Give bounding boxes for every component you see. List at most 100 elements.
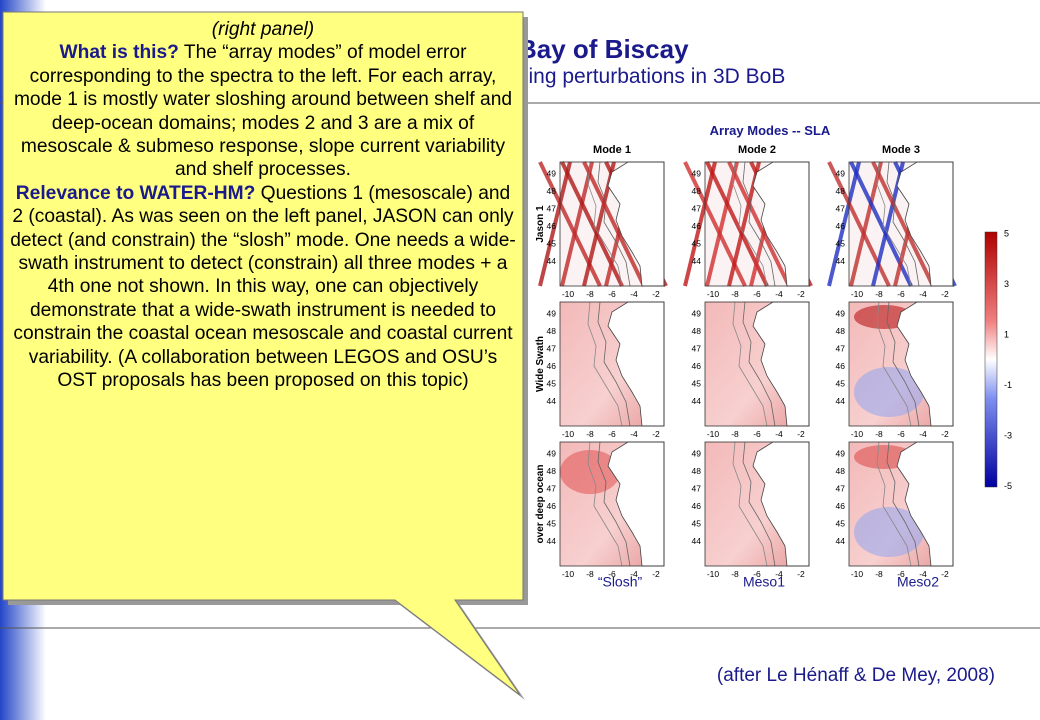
x-tick-label: -8 [586, 569, 594, 579]
y-tick-label: 45 [692, 238, 702, 248]
x-tick-label: -4 [919, 289, 927, 299]
map-panel: 49 48 47 46 45 44 -10 -8 -6 -4 -2 [827, 161, 957, 299]
column-caption: Meso2 [897, 574, 939, 590]
y-tick-label: 47 [836, 483, 846, 493]
map-frame [704, 301, 810, 427]
satellite-track [582, 161, 646, 287]
isobath [732, 161, 768, 287]
y-tick-label: 44 [547, 256, 557, 266]
satellite-track [683, 161, 717, 287]
x-tick-label: -8 [731, 569, 739, 579]
column-title: Mode 2 [738, 144, 776, 156]
x-tick-label: -8 [875, 429, 883, 439]
isobath [876, 161, 912, 287]
isobath [886, 301, 920, 427]
x-tick-label: -4 [630, 569, 638, 579]
y-tick-label: 46 [836, 501, 846, 511]
y-tick-label: 44 [547, 536, 557, 546]
y-tick-label: 44 [692, 256, 702, 266]
x-tick-label: -6 [608, 569, 616, 579]
x-tick-label: -6 [753, 289, 761, 299]
colorbar-tick-label: 5 [1004, 228, 1009, 238]
column-title: Mode 1 [593, 144, 631, 156]
x-tick-label: -6 [897, 429, 905, 439]
x-tick-label: -2 [941, 569, 949, 579]
y-tick-label: 47 [692, 343, 702, 353]
satellite-track [538, 161, 572, 287]
satellite-track [871, 161, 935, 287]
y-tick-label: 46 [692, 221, 702, 231]
map-panel: 49 48 47 46 45 44 -10 -8 -6 -4 -2 [547, 441, 665, 579]
y-tick-label: 47 [547, 203, 557, 213]
x-tick-label: -4 [630, 289, 638, 299]
callout [2, 11, 524, 696]
x-tick-label: -4 [919, 569, 927, 579]
y-tick-label: 47 [692, 203, 702, 213]
isobath [587, 441, 623, 567]
y-tick-label: 49 [692, 448, 702, 458]
x-tick-label: -4 [630, 429, 638, 439]
y-tick-label: 47 [692, 483, 702, 493]
x-tick-label: -10 [707, 569, 720, 579]
y-tick-label: 45 [836, 518, 846, 528]
x-tick-label: -8 [586, 289, 594, 299]
y-tick-label: 49 [547, 448, 557, 458]
column-caption: “Slosh” [598, 574, 643, 590]
x-tick-label: -4 [775, 289, 783, 299]
y-tick-label: 44 [836, 256, 846, 266]
colorbar-tick-label: -5 [1004, 481, 1012, 491]
x-tick-label: -2 [797, 429, 805, 439]
isobath [732, 441, 768, 567]
map-panel: 49 48 47 46 45 44 -10 -8 -6 -4 -2 [692, 301, 810, 439]
y-tick-label: 48 [836, 186, 846, 196]
y-tick-label: 45 [836, 238, 846, 248]
x-tick-label: -2 [941, 289, 949, 299]
isobath [742, 441, 776, 567]
y-tick-label: 47 [836, 343, 846, 353]
x-tick-label: -6 [608, 289, 616, 299]
y-tick-label: 46 [692, 361, 702, 371]
x-tick-label: -10 [707, 429, 720, 439]
callout-heading: (right panel) [211, 19, 315, 40]
x-tick-label: -10 [851, 569, 864, 579]
map-panel: 49 48 47 46 45 44 -10 -8 -6 -4 -2 [683, 161, 813, 299]
y-tick-label: 48 [692, 326, 702, 336]
row-label: Wide Swath [535, 336, 546, 392]
map-panel: 49 48 47 46 45 44 -10 -8 -6 -4 -2 [547, 301, 665, 439]
y-tick-label: 44 [836, 536, 846, 546]
x-tick-label: -10 [851, 429, 864, 439]
isobath [597, 161, 631, 287]
column-caption: Meso1 [743, 574, 785, 590]
x-tick-label: -6 [608, 429, 616, 439]
y-tick-label: 44 [692, 536, 702, 546]
isobath [742, 301, 776, 427]
y-tick-label: 49 [692, 308, 702, 318]
x-tick-label: -8 [875, 569, 883, 579]
colorbar-tick-label: -3 [1004, 430, 1012, 440]
map-grid: Mode 1 Mode 2 Mode 3 Jason 1 Wide Swath over … [535, 144, 1012, 590]
colorbar [984, 231, 998, 488]
x-tick-label: -4 [919, 429, 927, 439]
map-frame [704, 161, 810, 287]
map-frame [848, 441, 954, 567]
column-title: Mode 3 [882, 144, 920, 156]
x-tick-label: -2 [652, 429, 660, 439]
y-tick-label: 45 [547, 518, 557, 528]
map-frame [848, 301, 954, 427]
map-panel: 49 48 47 46 45 44 -10 -8 -6 -4 -2 [836, 441, 954, 579]
x-tick-label: -8 [731, 429, 739, 439]
y-tick-label: 49 [836, 448, 846, 458]
map-frame [559, 161, 665, 287]
y-tick-label: 48 [836, 326, 846, 336]
x-tick-label: -6 [753, 569, 761, 579]
map-frame [559, 301, 665, 427]
x-tick-label: -8 [731, 289, 739, 299]
isobath [732, 301, 768, 427]
colorbar-tick-label: 1 [1004, 329, 1009, 339]
satellite-track [827, 161, 861, 287]
x-tick-label: -8 [586, 429, 594, 439]
x-tick-label: -2 [652, 289, 660, 299]
callout-label: Relevance to WATER-HM? [15, 182, 256, 204]
x-tick-label: -4 [775, 429, 783, 439]
